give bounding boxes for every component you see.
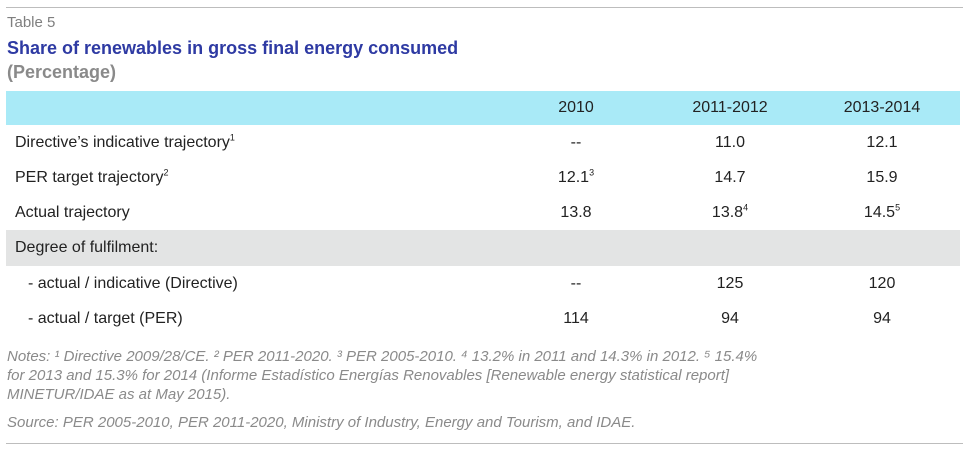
table-title: Share of renewables in gross final energ… xyxy=(7,38,459,58)
table-subtitle: (Percentage) xyxy=(7,62,117,82)
table-number: Table 5 xyxy=(7,14,56,31)
row-label: Actual trajectory xyxy=(15,203,130,221)
renewables-table: 2010 2011-2012 2013-2014 Directive’s ind… xyxy=(6,91,960,336)
table-row: PER target trajectory2 12.13 14.7 15.9 xyxy=(6,160,960,195)
notes-line: Notes: ¹ Directive 2009/28/CE. ² PER 201… xyxy=(7,348,758,365)
header-cell-2013-2014: 2013-2014 xyxy=(843,99,921,116)
section-label: Degree of fulfilment: xyxy=(15,239,159,256)
footnote-ref: 1 xyxy=(229,132,235,143)
value-cell: -- xyxy=(570,274,582,292)
table-row: - actual / target (PER) 114 94 94 xyxy=(6,301,960,336)
table-row: Directive’s indicative trajectory1 -- 11… xyxy=(6,125,960,160)
value-cell: 120 xyxy=(868,274,896,292)
bottom-rule xyxy=(6,443,963,444)
notes-line: MINETUR/IDAE as at May 2015). xyxy=(7,386,231,403)
row-label: - actual / indicative (Directive) xyxy=(28,274,238,292)
value-cell: 15.9 xyxy=(866,168,898,186)
value-cell: 11.0 xyxy=(715,133,745,151)
value-cell: 94 xyxy=(721,309,739,327)
row-label: - actual / target (PER) xyxy=(28,309,183,327)
row-label: Directive’s indicative trajectory1 xyxy=(15,132,235,151)
value-cell: 14.55 xyxy=(863,202,901,221)
value-cell: -- xyxy=(570,133,582,151)
value-cell: 125 xyxy=(716,274,744,292)
value-cell: 13.84 xyxy=(711,202,749,221)
table-header-row: 2010 2011-2012 2013-2014 xyxy=(6,91,960,125)
value-cell: 114 xyxy=(563,309,589,327)
notes-line: for 2013 and 15.3% for 2014 (Informe Est… xyxy=(7,367,730,384)
header-cell-2010: 2010 xyxy=(558,99,594,116)
footnote-ref: 2 xyxy=(163,167,169,178)
value-cell: 12.13 xyxy=(557,167,595,186)
table-source: Source: PER 2005-2010, PER 2011-2020, Mi… xyxy=(7,414,636,431)
table-row: Actual trajectory 13.8 13.84 14.55 xyxy=(6,195,960,230)
table-row: - actual / indicative (Directive) -- 125… xyxy=(6,266,960,301)
value-cell: 12.1 xyxy=(866,133,898,151)
section-row-fulfilment: Degree of fulfilment: xyxy=(6,230,960,266)
table-notes: Notes: ¹ Directive 2009/28/CE. ² PER 201… xyxy=(7,347,962,404)
row-label: PER target trajectory2 xyxy=(15,167,169,186)
header-cell-2011-2012: 2011-2012 xyxy=(692,99,768,116)
value-cell: 94 xyxy=(873,309,891,327)
top-rule xyxy=(6,7,963,8)
value-cell: 14.7 xyxy=(714,168,746,186)
value-cell: 13.8 xyxy=(560,203,592,221)
